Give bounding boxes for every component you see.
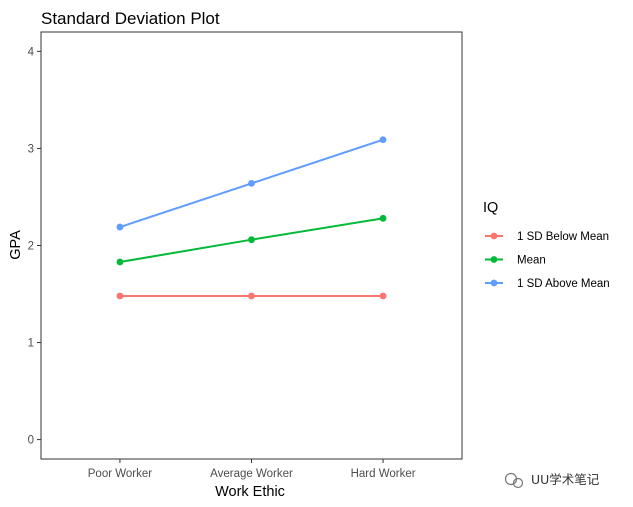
y-tick-label: 1 [28, 338, 34, 350]
series-1 [116, 214, 387, 266]
watermark: UU学术笔记 [504, 472, 600, 489]
y-tick-label: 3 [28, 143, 34, 155]
x-axis: Poor Worker Average Worker Hard Worker [88, 459, 416, 480]
legend-key-point [490, 232, 498, 240]
x-tick-label: Hard Worker [351, 468, 416, 480]
panel-border [40, 31, 463, 460]
legend-item: 1 SD Below Mean [485, 231, 609, 243]
data-point [248, 292, 255, 300]
watermark-text: UU学术笔记 [531, 472, 600, 487]
data-point [379, 136, 387, 144]
data-point [379, 214, 387, 222]
legend-item: 1 SD Above Mean [485, 278, 610, 290]
legend-title: IQ [483, 200, 498, 216]
legend-key-point [490, 279, 498, 287]
series-2 [116, 136, 387, 231]
data-point [116, 292, 124, 300]
legend-label: 1 SD Above Mean [517, 278, 610, 290]
x-axis-title: Work Ethic [215, 484, 285, 500]
x-tick-label: Average Worker [210, 468, 293, 480]
legend-key-point [490, 256, 498, 263]
y-tick-label: 0 [28, 435, 34, 447]
legend-label: 1 SD Below Mean [517, 231, 609, 243]
legend-item: Mean [485, 255, 546, 267]
wechat-icon [504, 472, 524, 489]
series-0 [116, 292, 387, 300]
series-layer [116, 136, 387, 300]
x-tick-label: Poor Worker [88, 468, 153, 480]
y-axis-title: GPA [8, 230, 24, 260]
plot-panel [40, 31, 463, 460]
y-tick-label: 2 [28, 241, 34, 253]
legend-label: Mean [517, 255, 546, 267]
data-point [116, 258, 124, 266]
data-point [248, 179, 255, 187]
chart-title: Standard Deviation Plot [41, 9, 220, 28]
y-axis: 0 1 2 3 4 [28, 46, 41, 447]
legend: IQ 1 SD Below Mean Mean 1 SD Above Mean [483, 200, 610, 290]
data-point [116, 223, 124, 231]
data-point [248, 236, 255, 244]
y-tick-label: 4 [28, 46, 35, 58]
data-point [379, 292, 387, 300]
